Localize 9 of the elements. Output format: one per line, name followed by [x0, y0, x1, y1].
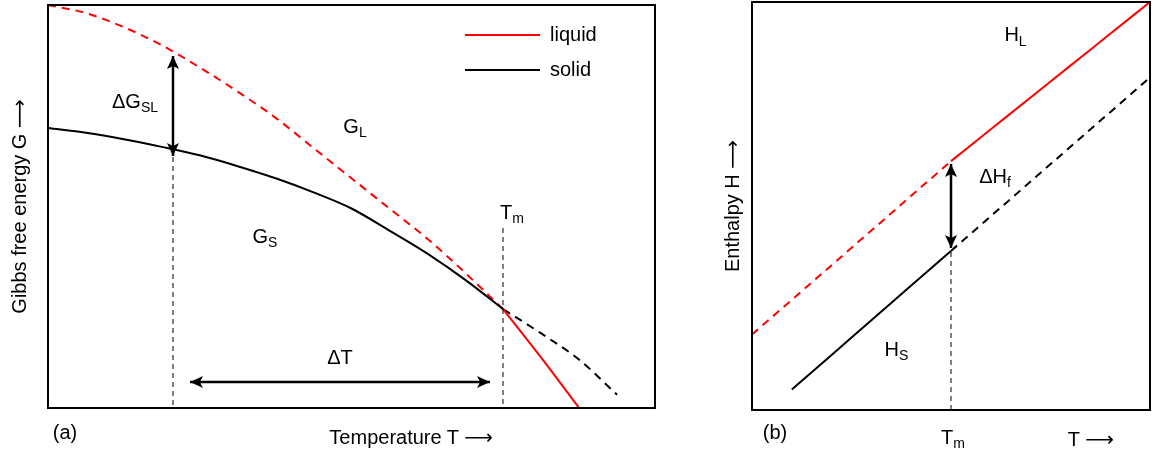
y-axis-title: Gibbs free energy G ⟶ [7, 99, 30, 314]
y-axis-title: Enthalpy H ⟶ [720, 139, 743, 273]
text: (b) [762, 420, 788, 443]
x-axis-title: Temperature T ⟶ [329, 425, 493, 448]
x-axis-title: T ⟶ [1067, 427, 1114, 450]
legend-label: solid [550, 57, 592, 80]
legend-label: liquid [550, 22, 597, 45]
annotation: ΔT [327, 345, 353, 368]
text: (a) [52, 420, 78, 443]
